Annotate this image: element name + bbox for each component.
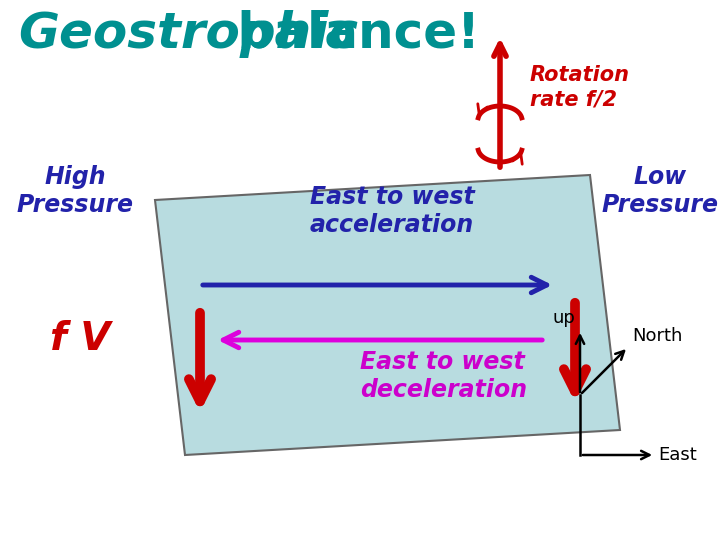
Text: East to west
deceleration: East to west deceleration [360, 350, 527, 402]
Text: Low
Pressure: Low Pressure [601, 165, 719, 217]
Text: f V: f V [50, 320, 110, 358]
Text: East to west
acceleration: East to west acceleration [310, 185, 474, 237]
Text: East: East [658, 446, 697, 464]
Text: North: North [632, 327, 683, 345]
Polygon shape [155, 175, 620, 455]
Text: up: up [552, 309, 575, 327]
Text: Geostrophic: Geostrophic [18, 10, 358, 58]
Text: Rotation
rate f/2: Rotation rate f/2 [530, 65, 630, 110]
Text: High
Pressure: High Pressure [17, 165, 133, 217]
Text: balance!: balance! [220, 10, 480, 58]
